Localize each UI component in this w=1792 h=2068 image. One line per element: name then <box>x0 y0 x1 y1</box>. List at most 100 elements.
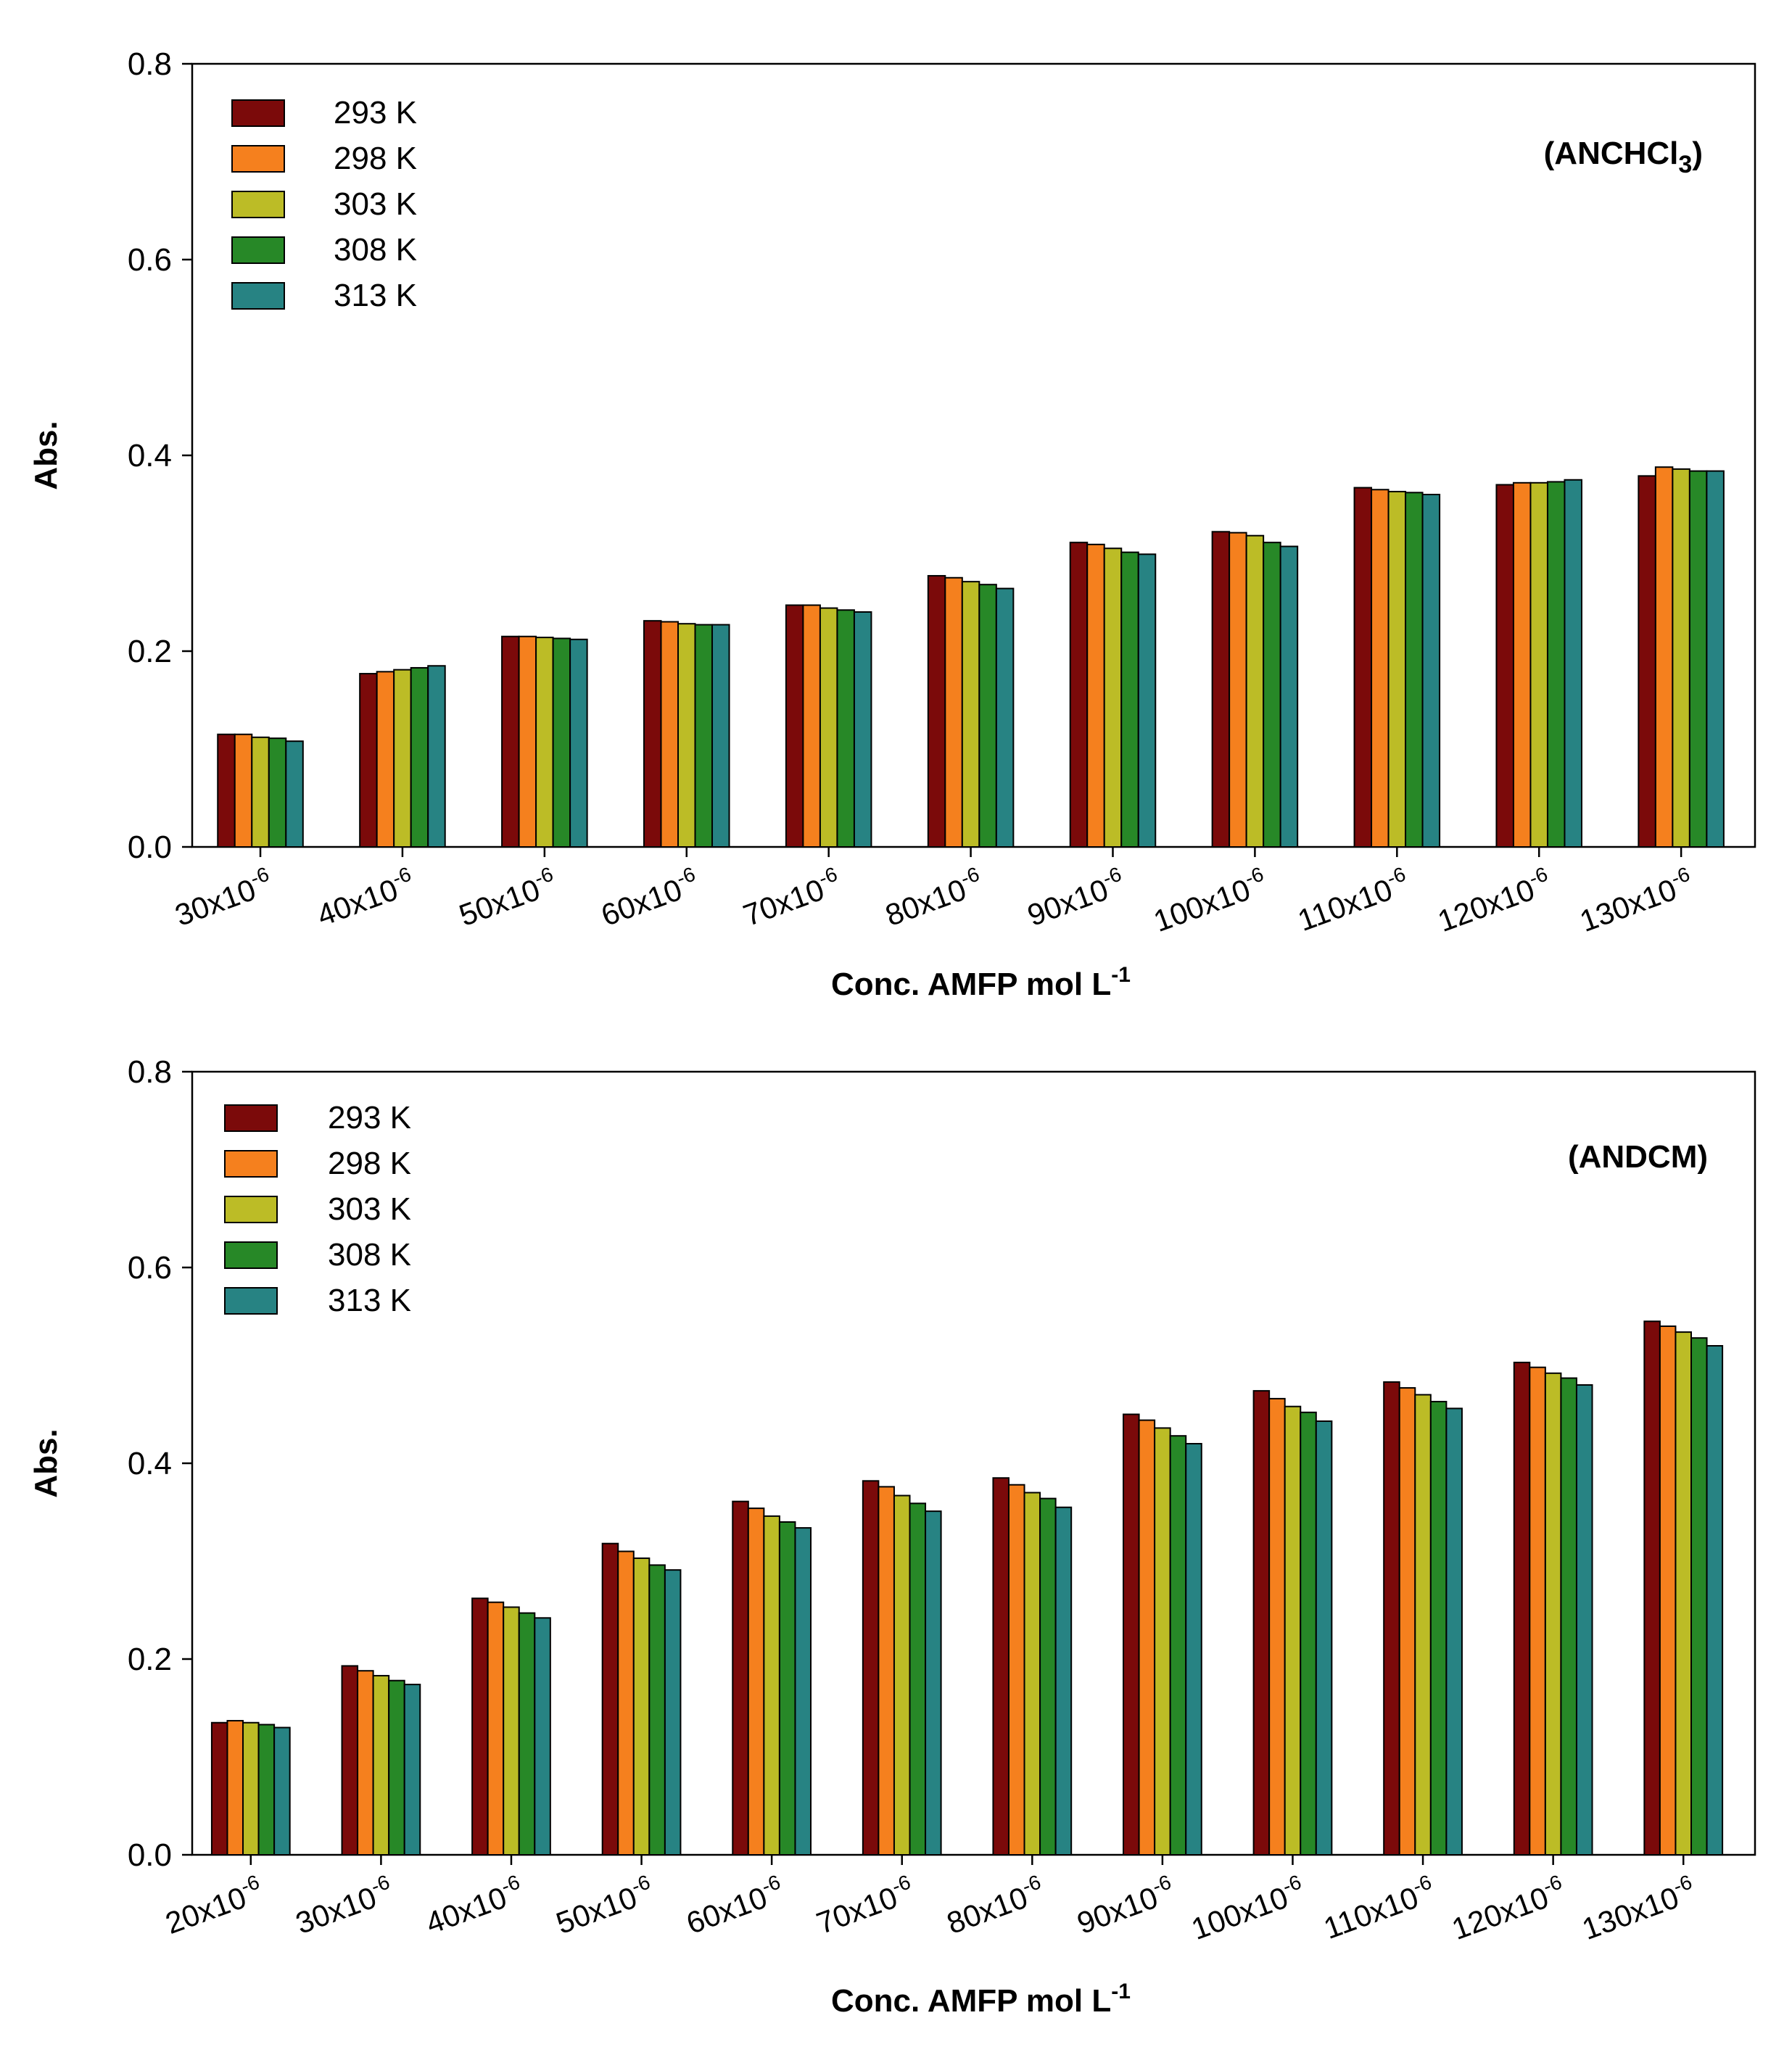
bar-308k-4 <box>648 1564 666 1856</box>
legend-label: 308 K <box>328 1237 411 1273</box>
chart-annotation: (ANDCM) <box>1568 1139 1708 1175</box>
x-tick-label-base: 50x10 <box>552 1880 642 1940</box>
x-tick-label: 90x10-6 <box>1071 1871 1179 1941</box>
x-tick-label: 40x10-6 <box>420 1871 528 1941</box>
y-axis-label: Abs. <box>28 421 64 489</box>
bar-293k-8 <box>1123 1413 1140 1856</box>
legend-swatch-293k <box>224 1104 278 1132</box>
x-tick-label: 20x10-6 <box>160 1871 268 1941</box>
legend-label: 313 K <box>328 1283 411 1318</box>
x-tick-label: 110x10-6 <box>1292 863 1414 938</box>
annotation-main: (ANDCM) <box>1568 1139 1708 1175</box>
bar-303k-7 <box>1103 547 1123 848</box>
bar-303k-9 <box>1284 1405 1302 1856</box>
bar-308k-7 <box>1120 551 1139 848</box>
bar-313k-12 <box>1706 1345 1724 1856</box>
bar-298k-6 <box>944 576 963 848</box>
bar-298k-10 <box>1512 481 1532 848</box>
x-axis-label: Conc. AMFP mol L-1 <box>831 963 1131 1002</box>
chart-anchcl3-svg: 0.0 0.2 0.4 0.6 0.8 30x10-6 40x10-6 50x10-6 60x1… <box>28 46 1756 1002</box>
bar-298k-7 <box>1086 543 1105 848</box>
x-tick-label: 30x10-6 <box>290 1871 398 1941</box>
x-tick-label: 100x10-6 <box>1186 1871 1310 1947</box>
x-tick-label: 130x10-6 <box>1577 1871 1701 1947</box>
bar-303k-1 <box>251 736 270 848</box>
bar-298k-11 <box>1529 1366 1546 1856</box>
bar-293k-3 <box>471 1597 489 1856</box>
bar-313k-7 <box>1054 1506 1073 1856</box>
x-tick-label: 90x10-6 <box>1022 863 1130 933</box>
bar-313k-9 <box>1421 494 1441 848</box>
chart-anchcl3: 0.0 0.2 0.4 0.6 0.8 30x10-6 40x10-6 50x10-6 60x1… <box>0 0 1792 1015</box>
legend-label: 298 K <box>334 141 417 176</box>
bar-308k-12 <box>1690 1337 1708 1856</box>
x-tick-label-base: 130x10 <box>1575 872 1681 938</box>
bar-303k-3 <box>503 1606 520 1856</box>
bar-293k-5 <box>785 604 804 848</box>
bar-308k-1 <box>268 737 287 848</box>
bar-298k-2 <box>357 1670 374 1856</box>
x-tick-label-base: 70x10 <box>812 1880 902 1940</box>
x-axis-label-main: Conc. AMFP mol L <box>831 967 1111 1002</box>
y-axis-label: Abs. <box>28 1428 64 1497</box>
bar-298k-6 <box>878 1486 895 1856</box>
bar-298k-8 <box>1229 532 1247 848</box>
bar-293k-9 <box>1252 1390 1271 1856</box>
x-axis-label-superscript: -1 <box>1111 963 1131 987</box>
y-tick-label: 0.4 <box>128 438 172 473</box>
bar-298k-4 <box>660 621 680 848</box>
bar-298k-3 <box>518 635 537 848</box>
x-tick-label: 40x10-6 <box>311 863 419 933</box>
bar-293k-1 <box>210 1721 228 1856</box>
x-tick-label-base: 40x10 <box>313 872 402 932</box>
y-tick-label: 0.2 <box>128 634 172 669</box>
bar-298k-5 <box>747 1507 765 1856</box>
bar-308k-9 <box>1300 1411 1317 1856</box>
bar-308k-11 <box>1560 1377 1577 1856</box>
x-tick-label-base: 110x10 <box>1293 872 1397 938</box>
x-tick-label-base: 20x10 <box>161 1880 251 1940</box>
bar-313k-5 <box>853 611 872 848</box>
bar-298k-11 <box>1654 466 1674 848</box>
x-tick-label: 50x10-6 <box>453 863 561 933</box>
x-axis-label-main: Conc. AMFP mol L <box>831 1983 1111 2019</box>
bar-303k-8 <box>1245 534 1265 848</box>
bar-293k-8 <box>1211 531 1231 848</box>
bar-313k-4 <box>711 624 730 848</box>
x-tick-label: 80x10-6 <box>880 863 988 933</box>
y-tick-label: 0.4 <box>128 1446 172 1481</box>
y-tick-label: 0.8 <box>128 46 172 82</box>
legend-label: 298 K <box>328 1146 411 1181</box>
bar-308k-2 <box>410 666 429 848</box>
y-tick-label: 0.0 <box>128 830 172 865</box>
bar-303k-5 <box>763 1515 780 1856</box>
bar-303k-6 <box>893 1494 911 1856</box>
bar-303k-3 <box>535 637 554 848</box>
bar-308k-3 <box>552 637 571 848</box>
bar-308k-9 <box>1405 492 1424 848</box>
legend-swatch-308k <box>231 236 285 264</box>
bar-298k-9 <box>1371 489 1390 848</box>
legend-swatch-298k <box>231 145 285 173</box>
bar-308k-6 <box>978 584 997 848</box>
bar-293k-2 <box>341 1665 359 1856</box>
x-tick-label-base: 90x10 <box>1073 1880 1163 1940</box>
bar-313k-8 <box>1185 1443 1202 1856</box>
bar-293k-10 <box>1383 1381 1400 1856</box>
bar-308k-3 <box>518 1612 536 1856</box>
legend-label: 293 K <box>328 1100 411 1136</box>
x-tick-label-base: 110x10 <box>1319 1880 1423 1945</box>
bar-293k-6 <box>862 1480 880 1856</box>
x-tick-label-base: 50x10 <box>455 872 545 932</box>
bar-303k-10 <box>1414 1394 1432 1856</box>
bar-308k-7 <box>1039 1497 1057 1856</box>
bar-313k-8 <box>1279 545 1299 848</box>
bar-308k-10 <box>1546 481 1566 848</box>
y-tick-label: 0.6 <box>128 1250 172 1286</box>
bar-293k-9 <box>1353 487 1373 848</box>
bar-313k-1 <box>273 1726 291 1856</box>
bar-313k-2 <box>427 665 446 848</box>
bar-298k-3 <box>487 1601 505 1856</box>
bar-293k-2 <box>359 673 378 848</box>
x-tick-label-base: 90x10 <box>1023 872 1113 932</box>
